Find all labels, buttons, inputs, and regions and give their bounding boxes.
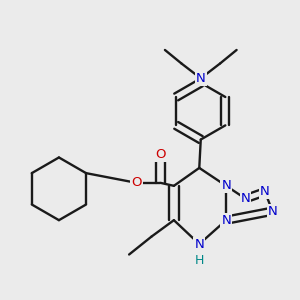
Text: O: O <box>155 148 166 161</box>
Text: N: N <box>194 238 204 250</box>
Text: N: N <box>268 205 277 218</box>
Text: H: H <box>195 254 204 267</box>
Text: N: N <box>196 72 206 85</box>
Text: N: N <box>260 185 270 198</box>
Text: N: N <box>221 214 231 227</box>
Text: N: N <box>241 192 250 205</box>
Text: N: N <box>221 179 231 192</box>
Text: O: O <box>131 176 142 189</box>
